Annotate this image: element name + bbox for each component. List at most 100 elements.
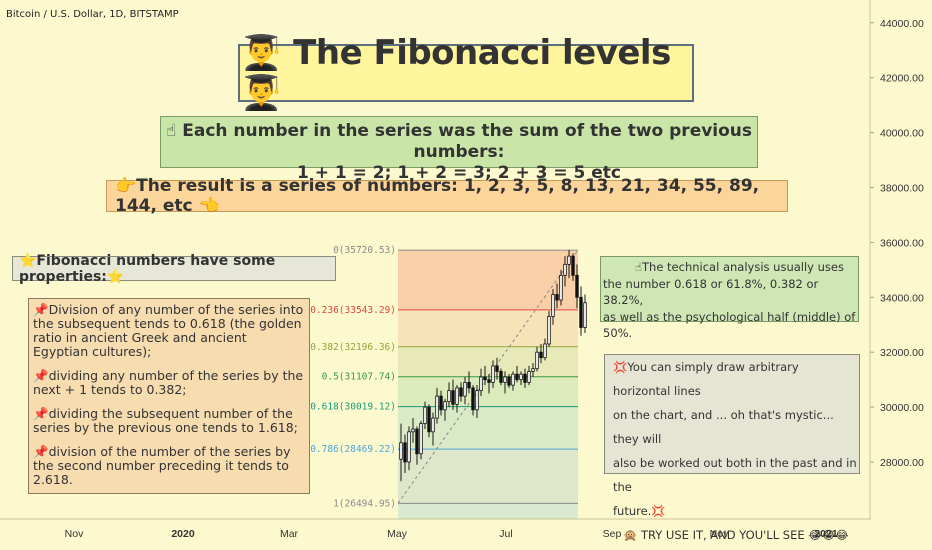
candle-body [415, 428, 419, 455]
y-axis-ticks[interactable]: 28000.00 30000.00 32000.00 34000.00 36000.00… [870, 18, 924, 469]
fib-zone [398, 250, 578, 310]
fib-label-group: 0(35720.53) 0.236(33543.29) 0.382(32196.36… [310, 245, 396, 509]
candle-body [507, 376, 511, 386]
draw-lines-box: 💢You can simply draw arbitrary horizonta… [604, 354, 860, 542]
candle-body [527, 371, 531, 383]
candle-body [567, 255, 571, 265]
y-tick-label: 30000.00 [880, 402, 924, 414]
candle-body [539, 351, 543, 359]
properties-heading: ⭐Fibonacci numbers have some properties:… [19, 252, 276, 285]
candle-body [515, 373, 519, 381]
y-tick-label: 32000.00 [880, 347, 924, 359]
candle-body [547, 316, 551, 345]
candle-body [559, 274, 563, 301]
candle-body [423, 406, 427, 424]
series-text: 👉The result is a series of numbers: 1, 2… [115, 176, 760, 216]
y-tick-label: 38000.00 [880, 183, 924, 195]
fib-level-label: 0.786(28469.22) [310, 444, 396, 455]
fib-level-label: 0.618(30019.12) [310, 402, 396, 413]
candle-body [523, 373, 527, 383]
candle-body [399, 442, 403, 460]
y-tick-label: 34000.00 [880, 292, 924, 304]
fib-level-label: 0.236(33543.29) [310, 305, 396, 316]
sum-rule-line1: ☝ Each number in the series was the sum … [165, 121, 753, 162]
x-tick-label: Sep [603, 528, 622, 540]
candle-body [471, 387, 475, 411]
y-tick-label: 44000.00 [880, 18, 924, 30]
fib-level-label: 1(26494.95) [333, 498, 396, 509]
candle-body [511, 373, 515, 386]
draw-line3: also be worked out both in the past and … [613, 456, 857, 494]
candle-body [479, 376, 483, 392]
fib-level-label: 0(35720.53) [333, 245, 396, 256]
candle-body [575, 274, 579, 298]
candle-body [407, 431, 411, 463]
x-tick-label: May [387, 528, 408, 540]
candle-body [535, 351, 539, 370]
x-tick-label: Mar [280, 528, 299, 540]
candle-body [431, 417, 435, 433]
candle-body [487, 379, 491, 383]
fib-zone [398, 309, 578, 347]
y-tick-label: 40000.00 [880, 128, 924, 140]
candle-body [443, 401, 447, 411]
candle-body [467, 381, 471, 389]
candle-body [475, 390, 479, 411]
properties-heading-box: ⭐Fibonacci numbers have some properties:… [12, 253, 336, 285]
candle-body [551, 294, 555, 317]
x-tick-label: 2020 [171, 528, 195, 540]
fib-level-label: 0.5(31107.74) [322, 372, 396, 383]
candle-body [435, 395, 439, 419]
sum-rule-box: ☝ Each number in the series was the sum … [160, 116, 758, 183]
candle-body [447, 390, 451, 403]
x-tick-label: Nov [65, 528, 84, 540]
candle-body [531, 368, 535, 372]
property-item-3: 📌dividing the subsequent number of the s… [33, 406, 298, 435]
fib-zone [398, 503, 578, 519]
candle-body [583, 302, 587, 328]
candle-body [451, 390, 455, 405]
y-tick-label: 42000.00 [880, 73, 924, 85]
candle-body [403, 442, 407, 463]
series-box: 👉The result is a series of numbers: 1, 2… [106, 176, 788, 216]
properties-list-box: 📌Division of any number of the series in… [28, 298, 310, 494]
candle-body [579, 296, 583, 328]
candle-body [455, 387, 459, 405]
x-tick-label: 2021 [814, 528, 838, 540]
candle-body [555, 294, 559, 301]
draw-line5: 🙊 TRY USE IT, AND YOU'LL SEE 😂😂😂 [623, 528, 849, 542]
candle-body [571, 255, 575, 276]
title-box: 👨‍🎓 The Fibonacci levels 👨‍🎓 [238, 33, 694, 113]
fib-zone [398, 346, 578, 377]
draw-line1: 💢You can simply draw arbitrary horizonta… [613, 360, 799, 398]
y-tick-label: 36000.00 [880, 237, 924, 249]
candle-body [411, 428, 415, 433]
ta-line1: ☝The technical analysis usually uses [635, 260, 844, 274]
candle-body [563, 263, 567, 276]
candle-body [439, 395, 443, 411]
fib-trend-line [397, 249, 579, 504]
candle-body [543, 343, 547, 359]
candle-body [483, 376, 487, 381]
fib-line-group [398, 249, 578, 504]
candle-body [463, 381, 467, 397]
ta-line3: as well as the psychological half (middl… [603, 309, 856, 341]
draw-line4: future.💢 [613, 504, 666, 518]
x-tick-label: Jul [499, 528, 512, 540]
candle-group [399, 250, 587, 482]
fib-zone [398, 449, 578, 504]
candle-body [459, 387, 463, 397]
candle-body [491, 365, 495, 383]
candle-body [427, 406, 431, 433]
property-item-4: 📌division of the number of the series by… [33, 444, 291, 487]
candle-body [495, 365, 499, 372]
property-item-2: 📌dividing any number of the series by th… [33, 368, 304, 397]
title-text: 👨‍🎓 The Fibonacci levels 👨‍🎓 [240, 33, 671, 113]
candle-body [519, 373, 523, 381]
candle-body [499, 371, 503, 383]
x-axis-ticks[interactable]: Nov 2020 Mar May Jul Sep Nov 2021 [65, 528, 838, 540]
draw-line2: on the chart, and ... oh that's mystic..… [613, 408, 834, 446]
fib-level-label: 0.382(32196.36) [310, 342, 396, 353]
candle-body [419, 423, 423, 455]
